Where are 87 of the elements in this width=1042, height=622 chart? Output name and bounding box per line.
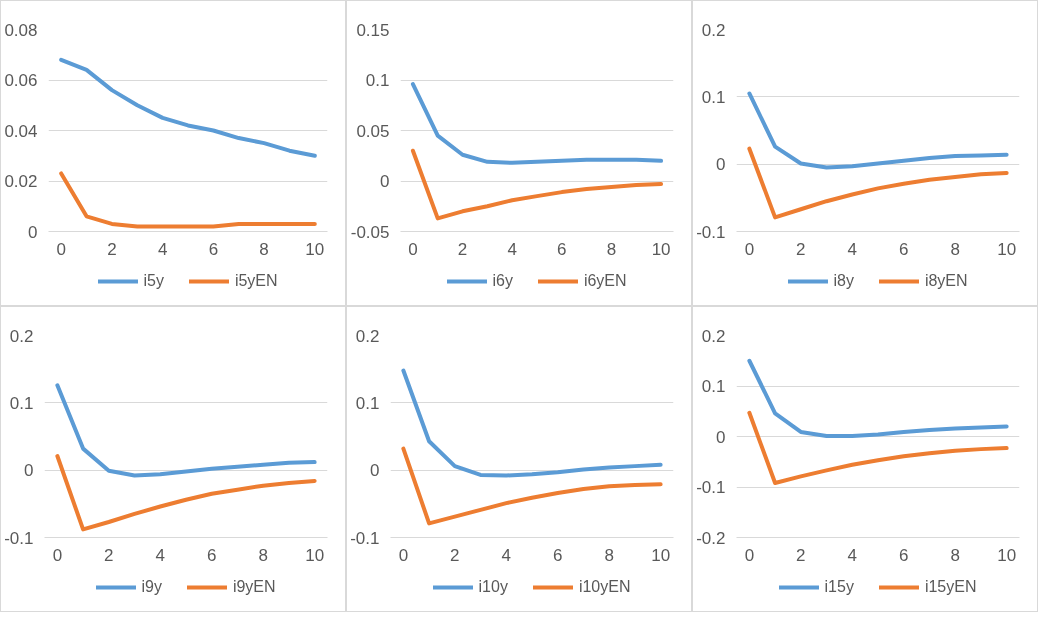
y-tick-label: 0.1 xyxy=(365,71,390,90)
y-tick-label: 0 xyxy=(716,155,726,175)
legend-label: i10yEN xyxy=(578,577,631,597)
y-tick-label: 0 xyxy=(24,461,34,481)
y-tick-label: 0.2 xyxy=(9,326,34,346)
x-tick-label: 2 xyxy=(457,239,468,259)
legend-label: i9y xyxy=(141,577,162,597)
x-tick-label: 10 xyxy=(997,545,1017,565)
x-tick-label: 0 xyxy=(744,545,755,565)
y-tick-label: 0.06 xyxy=(4,71,38,90)
x-tick-label: 0 xyxy=(56,239,66,259)
x-tick-label: 10 xyxy=(651,239,671,259)
x-tick-label: 10 xyxy=(305,545,325,565)
legend-label: i5y xyxy=(143,271,164,291)
x-tick-label: 0 xyxy=(744,239,755,259)
x-tick-label: 8 xyxy=(950,545,960,565)
x-tick-label: 6 xyxy=(557,239,567,259)
x-tick-label: 8 xyxy=(606,239,617,259)
y-tick-label: -0.2 xyxy=(696,528,726,548)
y-tick-label: 0.15 xyxy=(356,20,390,40)
x-tick-label: 4 xyxy=(501,545,512,565)
line-series xyxy=(59,171,317,229)
x-tick-label: 4 xyxy=(507,239,517,259)
x-tick-label: 0 xyxy=(52,545,63,565)
line-series xyxy=(59,57,317,158)
x-tick-label: 6 xyxy=(899,239,909,259)
x-tick-label: 2 xyxy=(796,545,806,565)
y-tick-label: 0.02 xyxy=(4,172,38,191)
legend-label: i9yEN xyxy=(232,577,276,597)
x-tick-label: 0 xyxy=(408,239,418,259)
line-series xyxy=(747,358,1009,438)
legend-label: i6yEN xyxy=(583,271,627,291)
x-tick-label: 2 xyxy=(450,545,460,565)
y-tick-label: 0 xyxy=(370,461,380,481)
x-tick-label: 8 xyxy=(604,545,614,565)
x-tick-label: 8 xyxy=(258,545,268,565)
legend-label: i8yEN xyxy=(924,271,968,291)
y-tick-label: -0.1 xyxy=(696,478,726,497)
x-tick-label: 0 xyxy=(398,545,409,565)
y-tick-label: 0 xyxy=(380,172,390,191)
line-series xyxy=(410,148,664,221)
x-tick-label: 6 xyxy=(553,545,563,565)
legend-label: i5yEN xyxy=(234,271,278,291)
y-tick-label: 0.1 xyxy=(701,377,726,396)
x-tick-label: 2 xyxy=(104,545,114,565)
x-tick-label: 4 xyxy=(847,545,858,565)
x-tick-label: 6 xyxy=(899,545,909,565)
x-tick-label: 4 xyxy=(157,239,168,259)
x-tick-label: 10 xyxy=(651,545,671,565)
legend-label: i10y xyxy=(478,577,508,597)
x-tick-label: 6 xyxy=(207,545,217,565)
line-series xyxy=(401,368,663,478)
x-tick-label: 6 xyxy=(208,239,219,259)
y-tick-label: 0.2 xyxy=(701,326,726,346)
line-series xyxy=(55,383,317,478)
x-tick-label: 4 xyxy=(155,545,166,565)
y-tick-label: 0 xyxy=(716,427,726,447)
y-tick-label: 0.1 xyxy=(701,87,726,107)
y-tick-label: 0.08 xyxy=(4,20,38,40)
y-tick-label: -0.05 xyxy=(350,222,390,242)
y-tick-label: 0.05 xyxy=(356,121,390,141)
y-tick-label: -0.1 xyxy=(4,528,34,548)
x-tick-label: 10 xyxy=(305,239,325,259)
y-tick-label: 0.1 xyxy=(9,393,34,413)
x-tick-label: 4 xyxy=(847,239,858,259)
y-tick-label: 0.1 xyxy=(355,393,380,413)
x-tick-label: 8 xyxy=(259,239,269,259)
line-series xyxy=(55,454,317,532)
legend-label: i15y xyxy=(824,577,854,597)
legend-label: i15yEN xyxy=(924,577,977,597)
y-tick-label: 0.04 xyxy=(4,121,38,141)
y-tick-label: 0 xyxy=(28,222,38,242)
x-tick-label: 8 xyxy=(950,239,960,259)
line-series xyxy=(410,82,664,165)
line-series xyxy=(747,91,1009,170)
y-tick-label: 0.2 xyxy=(355,326,380,346)
legend-label: i8y xyxy=(833,271,854,291)
line-series xyxy=(401,446,663,526)
line-series xyxy=(747,410,1009,485)
y-tick-label: 0.2 xyxy=(701,20,726,40)
y-tick-label: -0.1 xyxy=(696,222,726,242)
y-tick-label: -0.1 xyxy=(350,528,380,548)
x-tick-label: 10 xyxy=(997,239,1017,259)
x-tick-label: 2 xyxy=(796,239,806,259)
legend-label: i6y xyxy=(492,271,513,291)
x-tick-label: 2 xyxy=(107,239,117,259)
line-series xyxy=(747,146,1009,220)
